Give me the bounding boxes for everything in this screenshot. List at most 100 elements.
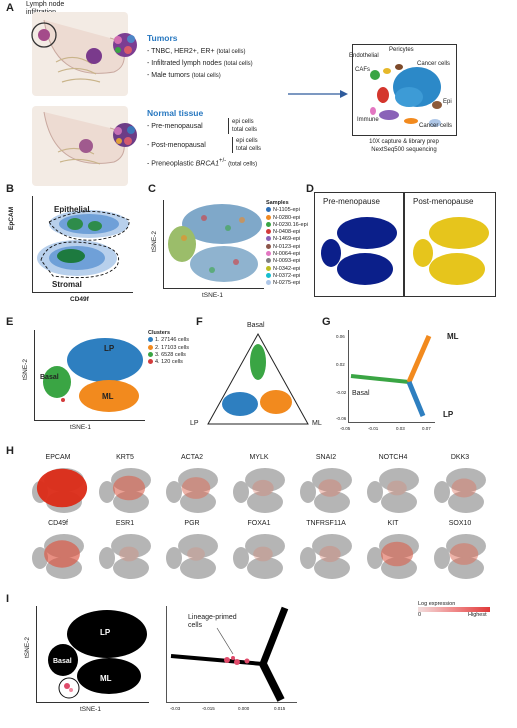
lymph-label-line1: Lymph node	[26, 1, 65, 8]
log-expression-gradient	[418, 607, 490, 612]
gene-expression-tsne	[233, 534, 285, 579]
gene-label: DKK3	[450, 454, 470, 461]
panel-b-xlabel: CD49f	[70, 296, 89, 303]
tumor-cell-cluster-icon	[113, 33, 137, 57]
gene-label: KIT	[387, 520, 399, 527]
panel-label-b: B	[6, 183, 14, 195]
label-i-basal: Basal	[53, 658, 72, 665]
sample-legend-item: N-0230.16-epi	[266, 221, 308, 229]
gene-label: KRT5	[116, 454, 134, 461]
cluster-color-dot	[148, 351, 153, 357]
gene-expression-tsne	[434, 468, 486, 513]
normal-item-brca: - Preneoplastic BRCA1+/- (total cells)	[147, 158, 258, 168]
sample-legend-item: N-1105-epi	[266, 207, 308, 214]
panel-e-ylabel: tSNE-2	[22, 359, 29, 380]
sample-color-dot	[266, 207, 271, 213]
sample-legend-item: N-0372-epi	[266, 272, 308, 280]
clusters-legend: Clusters 1. 27146 cells 2. 17103 cells 3. …	[148, 330, 189, 366]
panel-b-plot	[32, 196, 133, 293]
panel-g-plot	[348, 330, 435, 423]
gene-expression-tsne	[367, 468, 419, 513]
panel-i-ylabel: tSNE-2	[24, 637, 31, 658]
panel-e-xlabel: tSNE-1	[70, 424, 91, 431]
label-endothelial: Endothelial	[349, 53, 379, 59]
tumor-list: - TNBC, HER2+, ER+ (total cells) - Infil…	[147, 46, 253, 82]
gene-label: NOTCH4	[378, 454, 408, 461]
sample-color-dot	[266, 243, 271, 249]
gene-label: CD49f	[48, 520, 68, 527]
log-expression-title: Log expression	[418, 601, 456, 607]
gene-label: TNFRSF11A	[306, 520, 346, 527]
label-epi: Epi	[443, 99, 452, 105]
label-g-lp: LP	[443, 410, 454, 419]
gene-expression-tsne	[367, 534, 419, 579]
panel-label-d: D	[306, 183, 314, 195]
sample-legend-item: N-0342-epi	[266, 265, 308, 273]
sample-color-dot	[266, 258, 271, 264]
pre-menopause-title: Pre-menopause	[323, 197, 380, 206]
gene-label: ESR1	[115, 520, 135, 527]
post-menopause-panel: Post-menopause	[404, 192, 496, 297]
normal-item-pre: - Pre-menopausal	[147, 123, 203, 130]
overview-caption: 10X capture & library prep NextSeq500 se…	[369, 139, 439, 153]
log-expression-legend: Log expression 0 Highest	[418, 601, 490, 619]
panel-label-h: H	[6, 445, 14, 457]
log-expression-low: 0	[418, 612, 422, 618]
label-g-ml: ML	[447, 332, 459, 341]
label-i-lp: LP	[100, 628, 111, 637]
label-e-lp: LP	[104, 344, 115, 353]
post-cell-types: epi cells total cells	[232, 137, 261, 153]
label-e-basal: Basal	[40, 374, 59, 381]
normal-item-post: - Post-menopausal	[147, 142, 206, 149]
label-f-ml: ML	[312, 420, 322, 427]
panel-c-plot	[163, 200, 264, 289]
label-f-lp: LP	[190, 420, 199, 427]
gene-expression-tsne	[434, 534, 486, 579]
sample-legend-item: N-0275-epi	[266, 280, 308, 287]
panel-label-c: C	[148, 183, 156, 195]
gene-label: EPCAM	[45, 454, 71, 461]
panel-i-trajectory	[166, 606, 297, 703]
label-cancer-top: Cancer cells	[417, 61, 451, 67]
label-g-basal: Basal	[352, 390, 370, 397]
sample-legend-item: N-1469-epi	[266, 236, 308, 243]
cluster-tsne-plot	[43, 338, 143, 412]
facs-density-plot	[37, 210, 130, 279]
samples-legend-title: Samples	[266, 200, 289, 206]
post-menopause-title: Post-menopause	[413, 197, 474, 206]
arrow-icon	[288, 90, 348, 98]
overview-tsne-plot	[370, 64, 442, 127]
lineage-trajectory-plot	[170, 606, 289, 702]
clusters-legend-title: Clusters	[148, 330, 171, 336]
panel-i-xlabel: tSNE-1	[80, 706, 101, 713]
gene-label: SOX10	[448, 520, 472, 527]
sample-legend-item: N-0064-epi	[266, 251, 308, 258]
gene-label: MYLK	[249, 454, 269, 461]
gene-label: PGR	[184, 520, 200, 527]
panel-c-xlabel: tSNE-1	[202, 292, 223, 299]
label-i-ml: ML	[100, 674, 112, 683]
pre-cell-types: epi cells total cells	[228, 118, 257, 134]
sample-color-dot	[266, 265, 271, 271]
label-epithelial: Epithelial	[54, 205, 90, 214]
sample-color-dot	[266, 251, 271, 257]
panel-i-plot	[36, 606, 149, 703]
sample-color-dot	[266, 221, 271, 227]
gene-expression-tsne	[99, 534, 151, 579]
normal-tissue-heading: Normal tissue	[147, 108, 204, 118]
cluster-color-dot	[148, 359, 153, 365]
tumor-item: - Infiltrated lymph nodes (total cells)	[147, 60, 253, 67]
panel-c-ylabel: tSNE-2	[151, 231, 158, 252]
panel-label-e: E	[6, 316, 14, 328]
tumors-heading: Tumors	[147, 33, 178, 43]
label-stromal: Stromal	[52, 280, 82, 289]
cluster-color-dot	[148, 344, 153, 350]
log-expression-high: Highest	[468, 612, 487, 618]
label-immune: Immune	[357, 117, 379, 123]
trajectory-plot	[350, 335, 432, 417]
tumor-item: - TNBC, HER2+, ER+ (total cells)	[147, 48, 246, 55]
gene-expression-tsne	[166, 468, 218, 513]
sample-legend-item: N-0280-epi	[266, 214, 308, 222]
ternary-plot	[207, 332, 309, 425]
gene-expression-tsne	[166, 534, 218, 579]
